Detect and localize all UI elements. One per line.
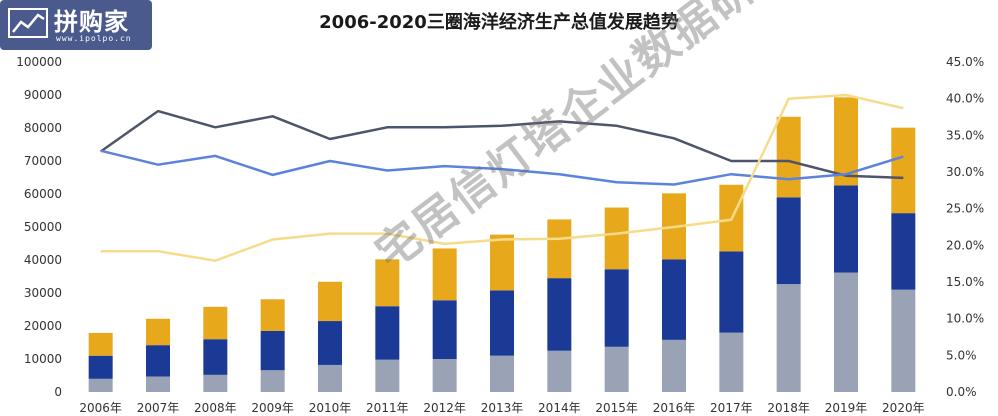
- bar-2-0: [88, 332, 113, 356]
- x-tick-label: 2013年: [481, 401, 524, 415]
- right-tick-label: 5.0%: [946, 348, 977, 362]
- bar-0-9: [604, 346, 629, 392]
- bar-1-11: [719, 251, 744, 333]
- left-tick-label: 50000: [24, 220, 62, 234]
- right-tick-label: 35.0%: [946, 128, 984, 142]
- x-tick-label: 2014年: [538, 401, 581, 415]
- bar-1-7: [490, 290, 514, 356]
- left-tick-label: 20000: [24, 319, 62, 333]
- bar-2-12: [776, 116, 801, 198]
- left-tick-label: 40000: [24, 253, 62, 267]
- chart-trend-icon: [8, 8, 48, 38]
- x-tick-label: 2018年: [767, 401, 810, 415]
- bar-1-10: [662, 259, 686, 340]
- bar-1-13: [834, 185, 858, 273]
- left-tick-label: 30000: [24, 286, 62, 300]
- bar-0-10: [662, 339, 686, 392]
- bar-0-12: [776, 284, 801, 392]
- bar-0-14: [891, 289, 916, 392]
- logo-url: www.ipolpo.cn: [56, 34, 132, 43]
- left-tick-label: 10000: [24, 352, 62, 366]
- line-series-1: [100, 149, 904, 186]
- bar-2-6: [432, 248, 457, 301]
- right-tick-label: 10.0%: [946, 312, 984, 326]
- line-series-0: [99, 109, 904, 180]
- bar-0-6: [432, 359, 457, 392]
- bar-1-2: [203, 339, 228, 375]
- bar-1-3: [260, 330, 285, 371]
- chart-title: 2006-2020三圈海洋经济生产总值发展趋势: [319, 12, 679, 33]
- x-tick-label: 2019年: [825, 401, 868, 415]
- bar-2-9: [604, 207, 629, 270]
- bar-2-4: [318, 281, 342, 322]
- bar-2-7: [490, 234, 514, 291]
- x-tick-label: 2012年: [423, 401, 466, 415]
- bar-1-14: [891, 213, 916, 290]
- right-tick-label: 40.0%: [946, 92, 984, 106]
- bar-0-7: [490, 355, 514, 392]
- bar-2-14: [891, 127, 916, 214]
- bar-0-1: [146, 376, 170, 392]
- right-tick-label: 30.0%: [946, 165, 984, 179]
- x-tick-label: 2007年: [137, 401, 180, 415]
- bar-1-0: [88, 355, 113, 379]
- bar-0-3: [260, 370, 285, 392]
- x-tick-label: 2017年: [710, 401, 753, 415]
- bar-2-8: [547, 219, 572, 279]
- x-tick-label: 2011年: [366, 401, 409, 415]
- x-tick-label: 2010年: [309, 401, 352, 415]
- x-tick-label: 2009年: [251, 401, 294, 415]
- bar-0-5: [375, 359, 400, 392]
- bar-2-2: [203, 306, 228, 340]
- bar-2-3: [260, 299, 285, 331]
- bar-2-5: [375, 259, 400, 307]
- bar-1-8: [547, 278, 572, 351]
- bar-0-13: [834, 272, 858, 392]
- bar-1-12: [776, 197, 801, 285]
- bar-1-6: [432, 300, 457, 359]
- right-tick-label: 20.0%: [946, 238, 984, 252]
- left-tick-label: 70000: [24, 154, 62, 168]
- bar-0-8: [547, 350, 572, 392]
- line-series-2: [100, 93, 904, 262]
- bar-1-4: [318, 321, 342, 365]
- right-tick-label: 15.0%: [946, 275, 984, 289]
- x-tick-label: 2006年: [79, 401, 122, 415]
- x-tick-label: 2015年: [595, 401, 638, 415]
- left-tick-label: 80000: [24, 121, 62, 135]
- logo: 拼购家 www.ipolpo.cn: [0, 0, 152, 50]
- left-tick-label: 90000: [24, 88, 62, 102]
- logo-text: 拼购家: [54, 8, 129, 36]
- x-tick-label: 2008年: [194, 401, 237, 415]
- x-tick-label: 2016年: [653, 401, 696, 415]
- bar-0-11: [719, 332, 744, 392]
- left-tick-label: 60000: [24, 187, 62, 201]
- right-tick-label: 0.0%: [946, 385, 977, 399]
- bar-2-1: [146, 318, 170, 346]
- right-tick-label: 45.0%: [946, 55, 984, 69]
- bar-0-0: [88, 378, 113, 392]
- right-tick-label: 25.0%: [946, 202, 984, 216]
- x-tick-label: 2020年: [882, 401, 925, 415]
- bar-0-4: [318, 364, 342, 392]
- bar-0-2: [203, 374, 228, 392]
- left-tick-label: 100000: [16, 55, 62, 69]
- bar-1-9: [604, 269, 629, 347]
- bar-1-5: [375, 306, 400, 360]
- bar-1-1: [146, 345, 170, 377]
- left-tick-label: 0: [54, 385, 62, 399]
